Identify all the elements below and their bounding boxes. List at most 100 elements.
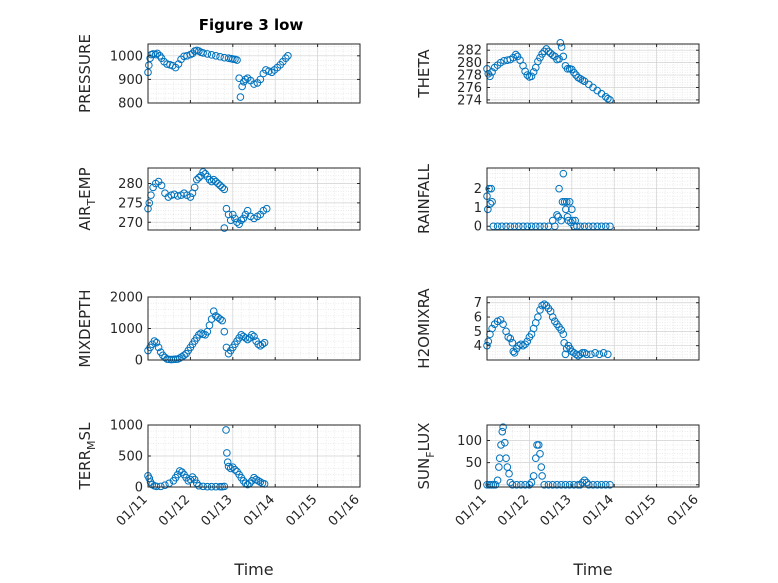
axes-frame: [486, 43, 700, 104]
data-point: [152, 482, 161, 491]
data-point: [527, 478, 536, 487]
data-point: [562, 198, 571, 206]
data-point: [559, 330, 568, 339]
data-point: [523, 71, 532, 79]
data-point: [239, 477, 248, 485]
data-point: [176, 467, 184, 475]
data-point: [537, 463, 546, 471]
data-point: [580, 476, 589, 485]
data-point: [209, 175, 218, 184]
y-tick-label: 280: [118, 177, 143, 192]
y-tick-label: 282: [457, 44, 482, 59]
data-point: [148, 480, 157, 489]
data-point: [538, 472, 546, 480]
data-point: [485, 184, 493, 193]
data-point: [542, 45, 551, 53]
data-point: [495, 463, 503, 471]
y-tick-label: 1000: [110, 419, 143, 434]
data-point: [604, 350, 612, 359]
data-point: [557, 326, 566, 334]
grid-lines: [487, 297, 699, 360]
data-point: [238, 82, 246, 91]
data-point: [209, 307, 218, 315]
axes-frame: [147, 43, 361, 104]
y-tick-label: 2: [474, 182, 482, 197]
data-point: [593, 480, 602, 489]
grid-lines: [487, 425, 699, 487]
x-axis-label: Time: [572, 560, 612, 579]
data-point: [151, 50, 160, 59]
data-point: [157, 181, 166, 190]
data-point: [563, 213, 572, 221]
y-tick-label: 280: [457, 56, 482, 71]
data-point: [254, 477, 263, 485]
data-point: [149, 183, 157, 192]
data-point: [248, 331, 256, 339]
y-tick-label: 274: [457, 93, 482, 108]
subplot-air-temp: 270 275 280 AIRTEMP: [76, 167, 361, 232]
grid-lines: [148, 297, 360, 360]
data-point: [538, 50, 546, 58]
data-point: [548, 480, 557, 489]
data-point: [216, 315, 224, 323]
data-point: [555, 184, 563, 193]
data-point: [517, 340, 525, 349]
y-tick-label: 7: [474, 296, 482, 311]
data-point: [199, 168, 207, 176]
data-point: [529, 472, 538, 480]
data-point: [216, 181, 224, 190]
data-point: [565, 198, 574, 206]
data-point: [517, 480, 525, 489]
data-point: [256, 478, 265, 486]
data-point: [523, 337, 532, 346]
data-point: [250, 80, 258, 88]
data-point: [223, 449, 231, 457]
grid-lines: [148, 168, 360, 230]
y-tick-label: 1000: [110, 49, 143, 64]
y-tick-label: 278: [457, 69, 482, 84]
data-point: [561, 350, 570, 359]
subplot-mixdepth: 0 1000 2000 MIXDEPTH: [76, 289, 361, 369]
data-point: [504, 333, 513, 341]
data-point: [589, 480, 597, 489]
data-point: [556, 38, 565, 47]
data-point: [484, 337, 493, 346]
data-point: [493, 476, 502, 485]
data-point: [525, 480, 534, 489]
series-mixdepth: [144, 307, 269, 364]
data-point: [505, 469, 513, 478]
data-point: [226, 464, 235, 473]
data-point: [558, 198, 567, 206]
data-point: [508, 480, 517, 489]
y-tick-label: 0: [474, 478, 482, 493]
data-point: [220, 327, 229, 336]
data-point: [262, 204, 271, 213]
data-point: [186, 475, 195, 484]
y-tick-label: 4: [474, 339, 482, 354]
data-point: [555, 55, 563, 63]
figure-title: Figure 3 low: [199, 16, 304, 34]
data-point: [159, 351, 167, 360]
data-point: [570, 68, 578, 77]
data-point: [578, 76, 587, 84]
data-point: [538, 301, 546, 310]
data-point: [173, 192, 182, 200]
data-point: [163, 60, 171, 68]
data-point: [145, 199, 154, 207]
data-point: [534, 57, 542, 66]
y-tick-label: 0: [474, 220, 482, 235]
data-point: [496, 316, 505, 324]
y-axis-label: H2OMIXRA: [415, 288, 433, 369]
axes-frame: [486, 296, 700, 361]
data-point: [571, 216, 579, 225]
data-point: [553, 480, 561, 489]
subplot-rainfall: 0 1 2 RAINFALL: [415, 163, 700, 235]
data-point: [512, 50, 520, 59]
data-point: [212, 52, 220, 60]
data-point: [604, 94, 612, 103]
data-point: [544, 480, 553, 489]
data-point: [190, 475, 199, 484]
data-point: [527, 72, 536, 81]
grid-lines: [148, 425, 360, 487]
